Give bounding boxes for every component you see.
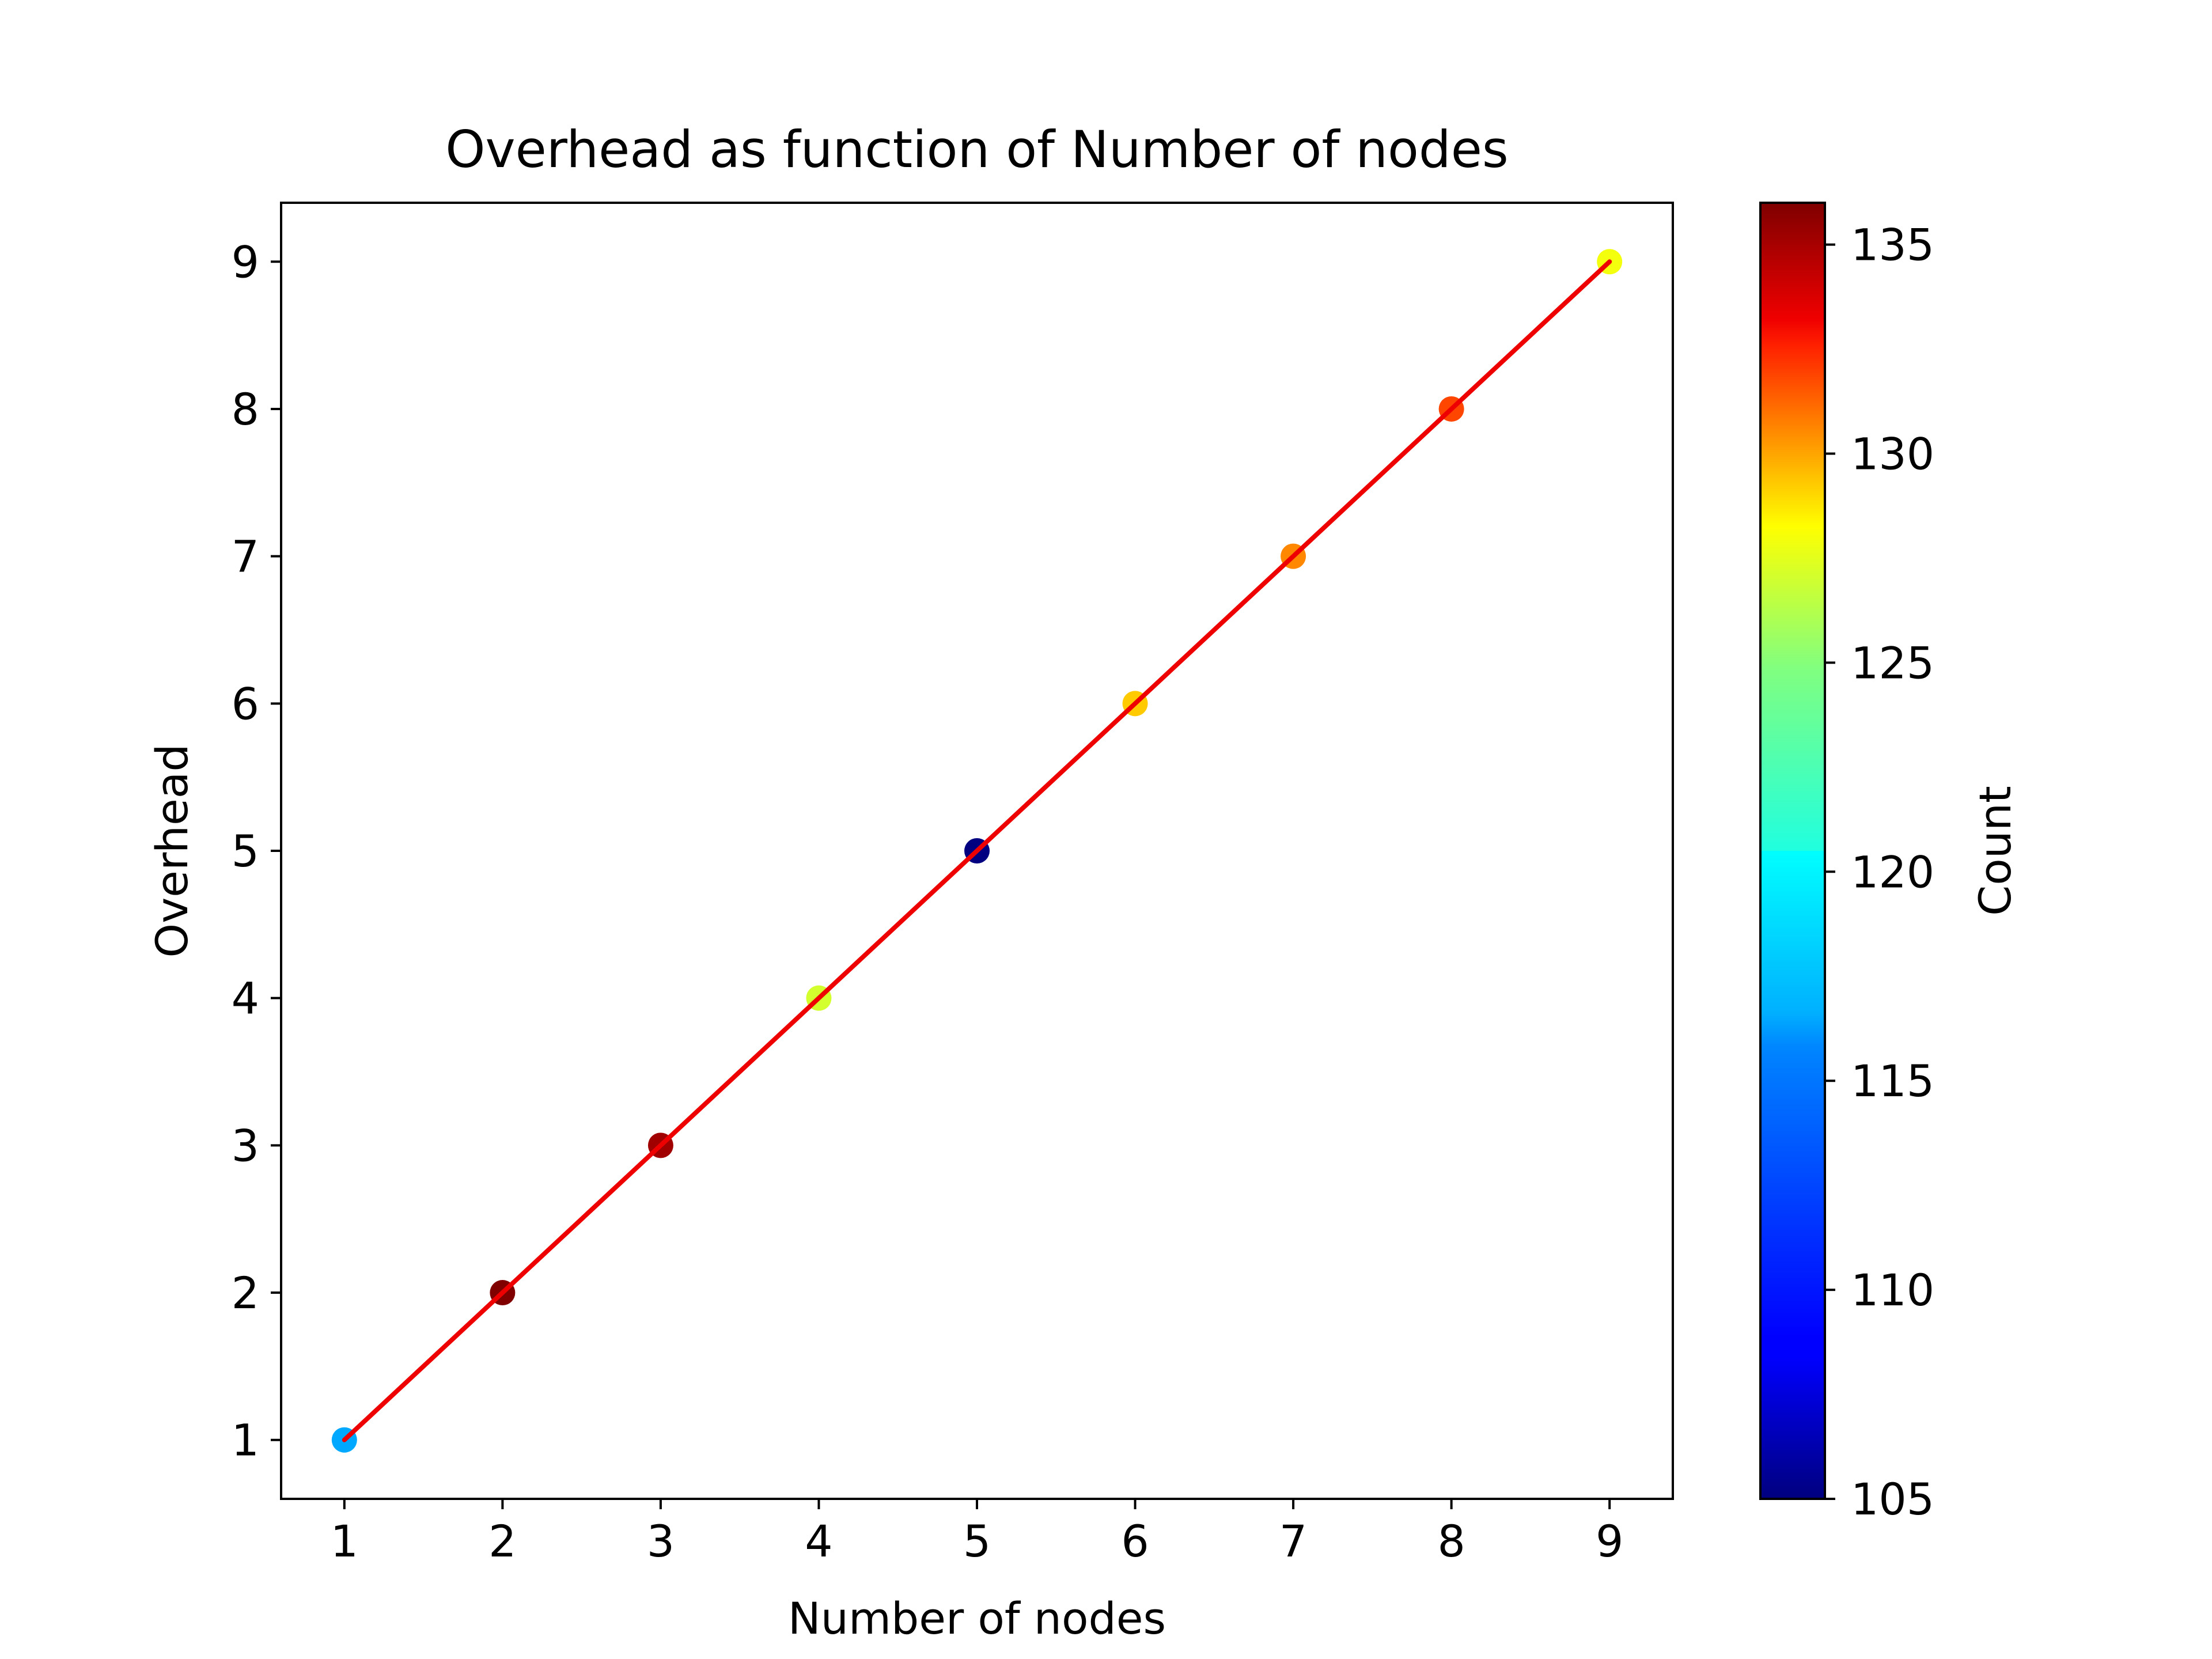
y-tick-label: 1 — [232, 1415, 259, 1466]
y-axis-label: Overhead — [146, 744, 198, 957]
y-tick-label: 9 — [232, 236, 259, 287]
y-tick-label: 6 — [232, 678, 259, 729]
y-tick-label: 5 — [232, 825, 259, 877]
chart-title: Overhead as function of Number of nodes — [445, 120, 1509, 179]
colorbar-tick-label: 115 — [1851, 1055, 1934, 1107]
x-tick-label: 6 — [1121, 1516, 1149, 1567]
x-tick-label: 8 — [1437, 1516, 1465, 1567]
scatter-points — [331, 249, 1623, 1453]
fit-line — [342, 259, 1612, 1442]
x-tick-label: 3 — [647, 1516, 675, 1567]
colorbar-gradient — [1759, 202, 1826, 1500]
x-tick-label: 9 — [1596, 1516, 1623, 1567]
x-axis-label: Number of nodes — [788, 1593, 1166, 1644]
y-tick-label: 7 — [232, 531, 259, 582]
y-tick-label: 3 — [232, 1120, 259, 1171]
colorbar-tick-label: 135 — [1851, 219, 1934, 271]
y-tick-label: 2 — [232, 1267, 259, 1319]
x-tick-label: 2 — [488, 1516, 516, 1567]
y-tick-label: 4 — [232, 973, 259, 1024]
x-axis: 1 2 3 4 5 6 7 8 9 — [331, 1499, 1623, 1567]
colorbar-tick-label: 110 — [1851, 1264, 1934, 1316]
colorbar-ticks: 105 110 115 120 125 130 135 — [1825, 219, 1934, 1525]
colorbar-tick-label: 120 — [1851, 846, 1934, 897]
x-tick-label: 1 — [331, 1516, 358, 1567]
y-tick-label: 8 — [232, 384, 259, 435]
x-tick-label: 4 — [805, 1516, 832, 1567]
colorbar-tick-label: 130 — [1851, 428, 1934, 479]
colorbar-tick-label: 105 — [1851, 1474, 1934, 1525]
colorbar: 105 110 115 120 125 130 135 Count — [1759, 202, 2021, 1525]
y-axis: 1 2 3 4 5 6 7 8 9 — [232, 236, 281, 1466]
x-tick-label: 5 — [963, 1516, 991, 1567]
x-tick-label: 7 — [1279, 1516, 1307, 1567]
plot-area: 1 2 3 4 5 6 7 8 9 1 2 3 4 5 6 7 8 9 — [232, 202, 1674, 1567]
colorbar-label: Count — [1969, 786, 2021, 916]
colorbar-tick-label: 125 — [1851, 637, 1934, 688]
